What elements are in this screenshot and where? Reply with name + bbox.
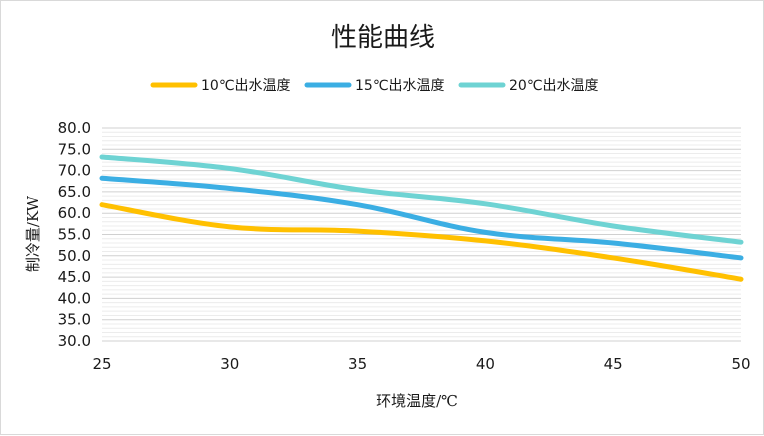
- x-axis-title: 环境温度/℃: [376, 392, 458, 410]
- y-tick-label: 45.0: [58, 268, 91, 286]
- legend-label: 10℃出水温度: [201, 78, 291, 94]
- x-tick-labels: 25 30 35 40 45 50: [92, 355, 750, 373]
- x-tick-label: 25: [92, 355, 111, 373]
- y-tick-label: 80.0: [58, 119, 91, 137]
- y-tick-label: 65.0: [58, 183, 91, 201]
- y-tick-label: 30.0: [58, 332, 91, 350]
- x-tick-label: 40: [476, 355, 495, 373]
- series-line-3: [99, 154, 744, 245]
- series-lines: [99, 154, 744, 282]
- y-tick-label: 55.0: [58, 226, 91, 244]
- y-tick-label: 50.0: [58, 247, 91, 265]
- y-tick-label: 75.0: [58, 140, 91, 158]
- x-tick-label: 30: [220, 355, 239, 373]
- y-tick-label: 35.0: [58, 311, 91, 329]
- x-tick-label: 45: [604, 355, 623, 373]
- x-tick-label: 50: [731, 355, 750, 373]
- y-tick-labels: 30.0 35.0 40.0 45.0 50.0 55.0 60.0 65.0 70.0 75.0…: [58, 119, 91, 350]
- x-tick-label: 35: [348, 355, 367, 373]
- chart-title: 性能曲线: [331, 23, 435, 53]
- series-line-1: [99, 202, 744, 282]
- y-tick-label: 60.0: [58, 204, 91, 222]
- y-tick-label: 40.0: [58, 289, 91, 307]
- legend-label: 20℃出水温度: [509, 78, 599, 94]
- legend-label: 15℃出水温度: [355, 78, 445, 94]
- series-line-2: [99, 175, 744, 261]
- y-tick-label: 70.0: [58, 162, 91, 180]
- y-axis-title: 制冷量/KW: [24, 195, 42, 272]
- legend: 10℃出水温度 15℃出水温度 20℃出水温度: [150, 78, 599, 94]
